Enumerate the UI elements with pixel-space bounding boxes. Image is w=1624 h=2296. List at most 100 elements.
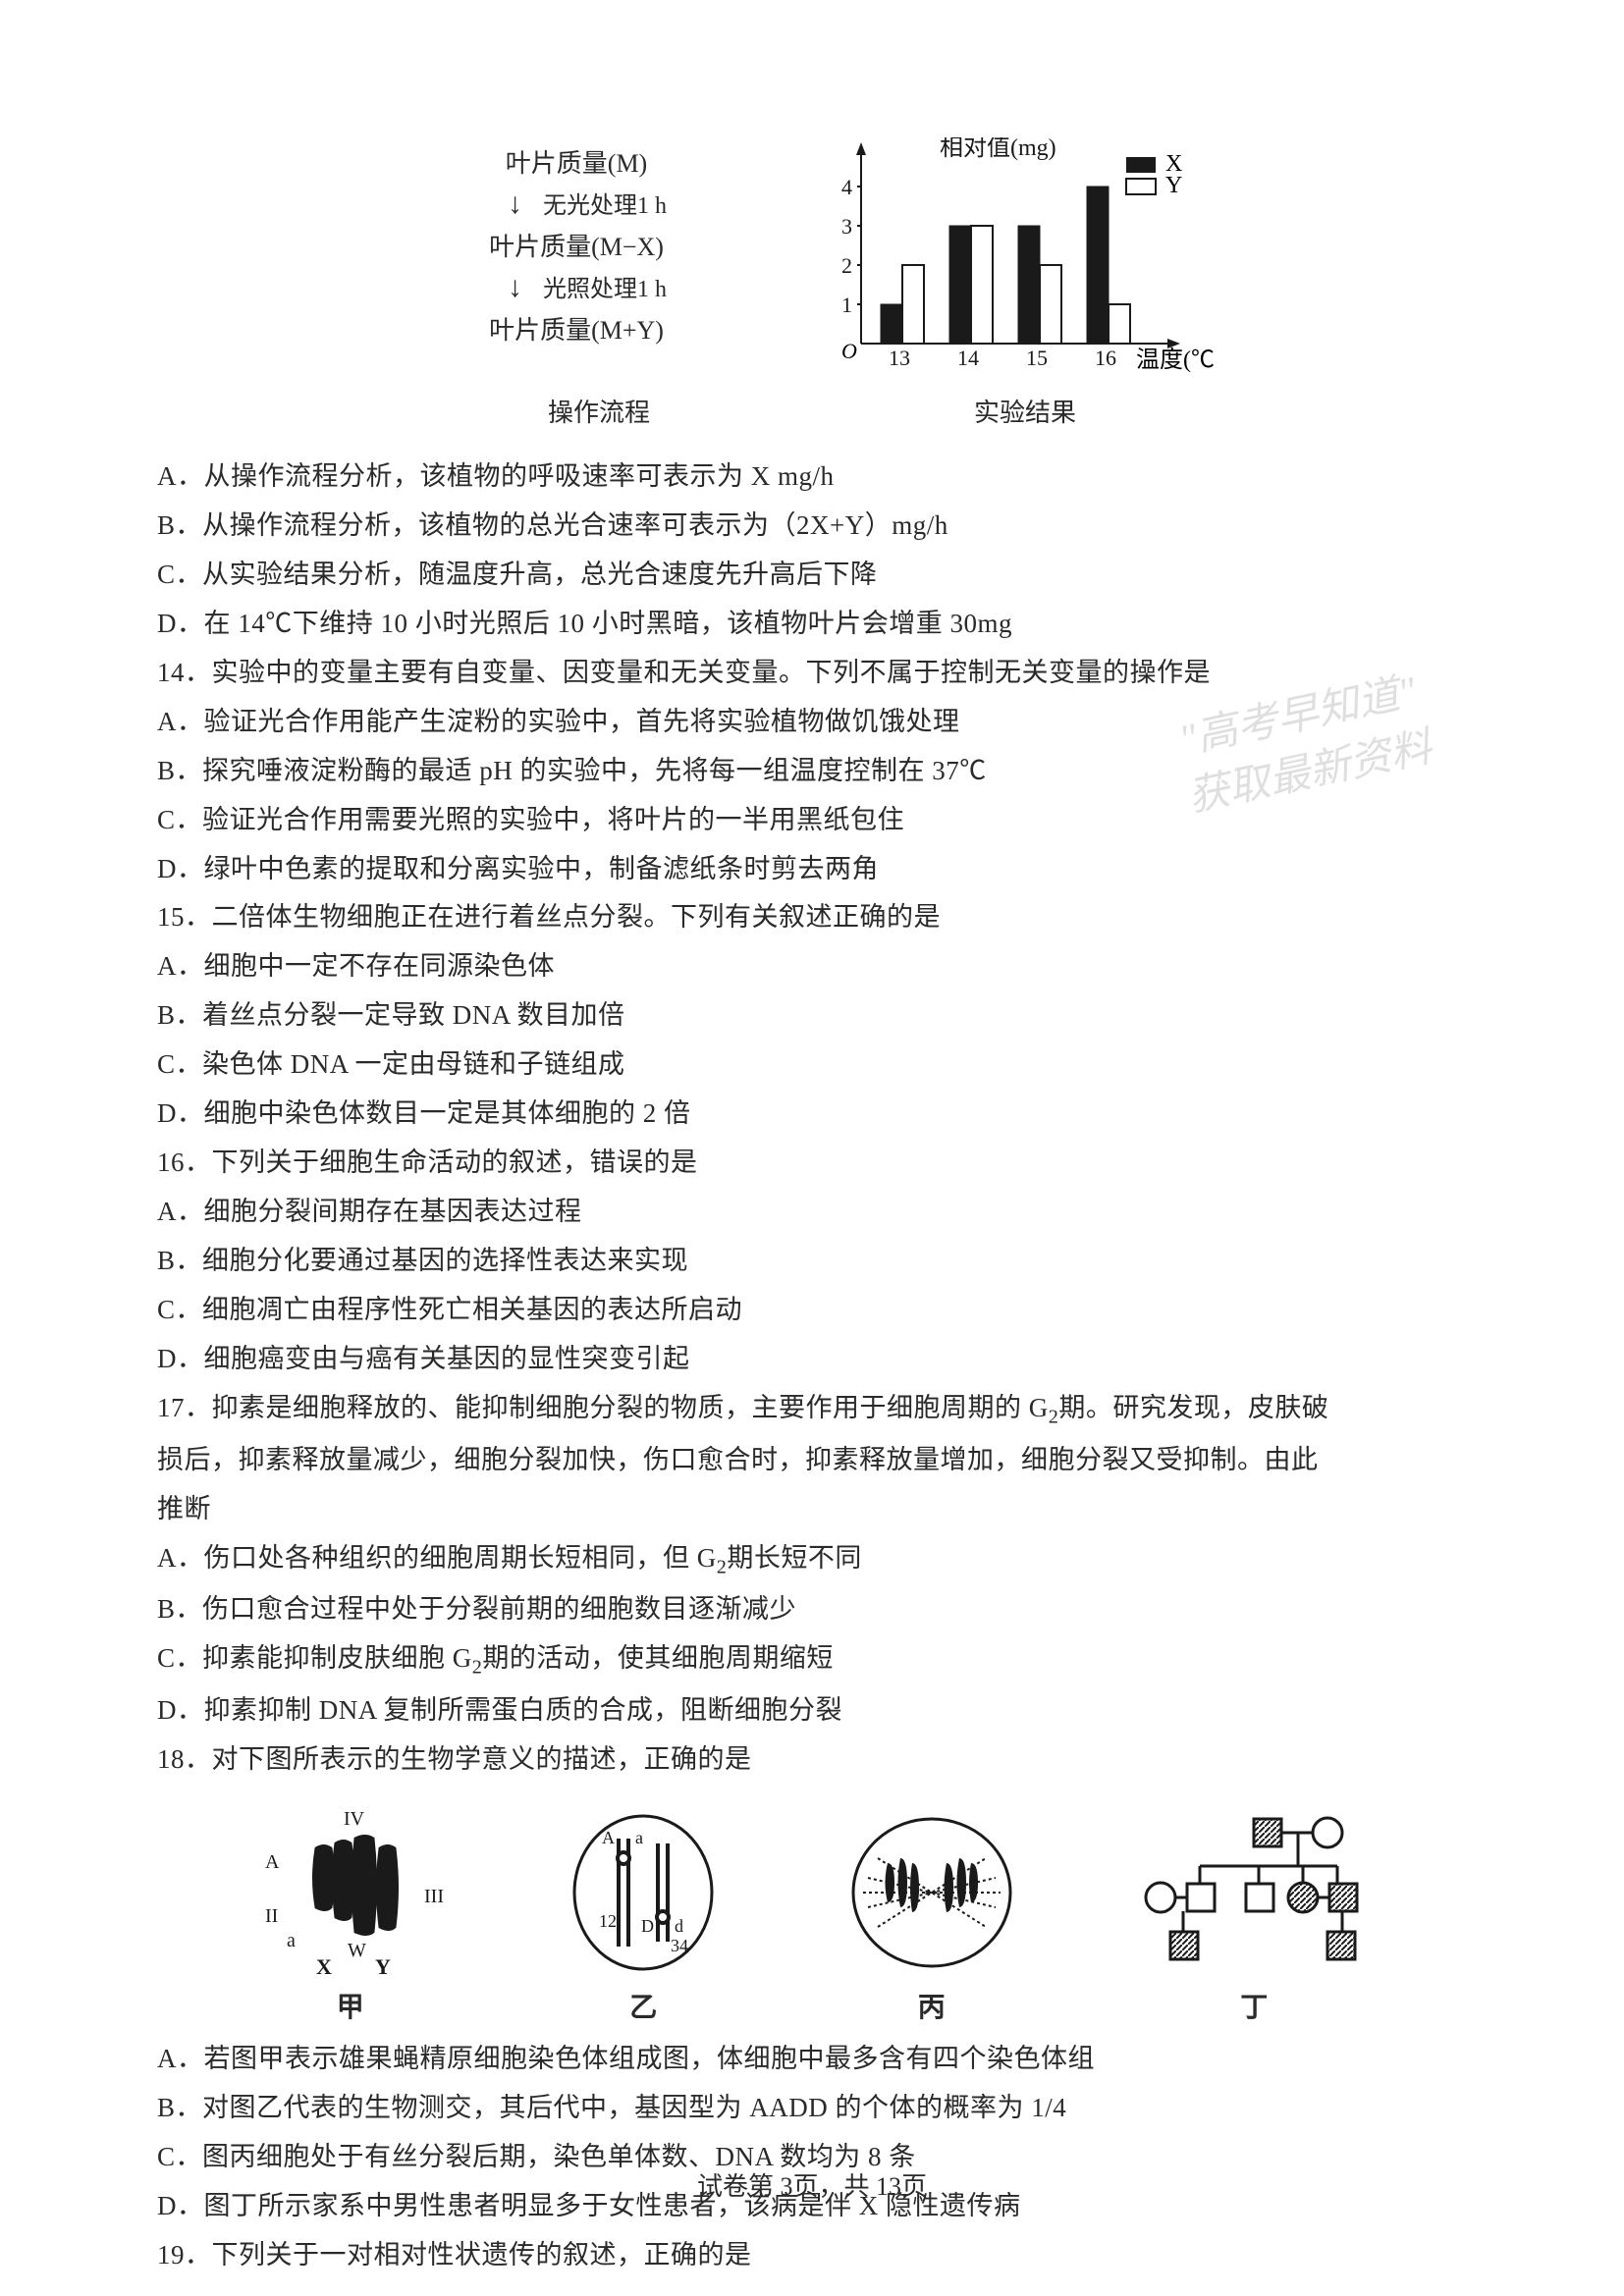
text-line: A．从操作流程分析，该植物的呼吸速率可表示为 X mg/h (157, 453, 1467, 502)
text-line: D．在 14℃下维持 10 小时光照后 10 小时黑暗，该植物叶片会增重 30m… (157, 600, 1467, 649)
text-line: D．细胞中染色体数目一定是其体细胞的 2 倍 (157, 1090, 1467, 1139)
bar-y-4 (1109, 304, 1130, 344)
q17-option-a: A．伤口处各种组织的细胞周期长短相同，但 G2期长短不同 (157, 1534, 1467, 1586)
down-arrow-icon: ↓ (508, 271, 537, 304)
xtick-3: 15 (1026, 346, 1048, 370)
svg-text:a: a (635, 1828, 643, 1847)
q17-stem-line2: 损后，抑素释放量减少，细胞分裂加快，伤口愈合时，抑素释放量增加，细胞分裂又受抑制… (157, 1436, 1467, 1485)
svg-text:a: a (287, 1930, 296, 1951)
q18-image-yi: A a 12 D d 34 乙 (565, 1809, 722, 2025)
text-line: C．从实验结果分析，随温度升高，总光合速度先升高后下降 (157, 551, 1467, 600)
q18-image-jia: IV A II III a W X Y 甲 (257, 1809, 444, 2025)
flow-row-1: 叶片质量(M) (409, 143, 743, 180)
origin-label: O (841, 339, 857, 363)
homologous-chromosome-icon: A a 12 D d 34 (565, 1809, 722, 1976)
text-line: D．绿叶中色素的提取和分离实验中，制备滤纸条时剪去两角 (157, 845, 1467, 894)
q18-option-a: A．若图甲表示雄果蝇精原细胞染色体组成图，体细胞中最多含有四个染色体组 (157, 2035, 1467, 2084)
subscript-2: 2 (472, 1657, 483, 1679)
ytick-1: 1 (841, 293, 852, 317)
text-line: 15．二倍体生物细胞正在进行着丝点分裂。下列有关叙述正确的是 (157, 893, 1467, 942)
text-line: 14．实验中的变量主要有自变量、因变量和无关变量。下列不属于控制无关变量的操作是 (157, 649, 1467, 698)
figure-captions-row: 操作流程 实验结果 (157, 393, 1467, 429)
text-line: 16．下列关于细胞生命活动的叙述，错误的是 (157, 1139, 1467, 1188)
svg-text:12: 12 (599, 1911, 617, 1931)
text-block-2: A．若图甲表示雄果蝇精原细胞染色体组成图，体细胞中最多含有四个染色体组 B．对图… (157, 2035, 1467, 2280)
bar-x-2 (949, 226, 971, 344)
flowchart-diagram: 叶片质量(M) ↓ 无光处理1 h 叶片质量(M−X) ↓ 光照处理1 h 叶片… (409, 137, 743, 373)
q18-image-bing: 丙 (843, 1809, 1020, 2025)
flow-arrow-2: ↓ 光照处理1 h (409, 269, 743, 304)
svg-text:D: D (641, 1916, 654, 1936)
svg-text:IV: IV (344, 1809, 365, 1830)
q17-a-pre: A．伤口处各种组织的细胞周期长短相同，但 G (157, 1543, 717, 1573)
legend-label-y: Y (1165, 173, 1182, 198)
svg-text:A: A (602, 1828, 615, 1847)
bar-chart-svg: 相对值(mg) 1 2 3 4 O (802, 137, 1215, 373)
q17-stem-line3: 推断 (157, 1485, 1467, 1534)
q18-label-jia: 甲 (337, 1986, 364, 2025)
q18-label-bing: 丙 (918, 1986, 946, 2025)
q17-stem-line1: 17．抑素是细胞释放的、能抑制细胞分裂的物质，主要作用于细胞周期的 G2期。研究… (157, 1384, 1467, 1436)
svg-text:A: A (265, 1851, 280, 1873)
svg-text:34: 34 (671, 1936, 688, 1955)
flow-arrow-1: ↓ 无光处理1 h (409, 186, 743, 221)
flow-row-2: 叶片质量(M−X) (409, 227, 743, 263)
bar-x-1 (881, 304, 902, 344)
ytick-4: 4 (841, 175, 852, 199)
subscript-2: 2 (1049, 1406, 1059, 1427)
xtick-4: 16 (1095, 346, 1116, 370)
q18-label-ding: 丁 (1240, 1986, 1268, 2025)
bar-x-3 (1018, 226, 1040, 344)
q17-option-d: D．抑素抑制 DNA 复制所需蛋白质的合成，阻断细胞分裂 (157, 1686, 1467, 1735)
text-line: B．着丝点分裂一定导致 DNA 数目加倍 (157, 991, 1467, 1041)
y-axis-label: 相对值(mg) (940, 137, 1056, 161)
bar-y-1 (902, 265, 924, 344)
svg-text:W: W (348, 1940, 366, 1961)
ytick-2: 2 (841, 253, 852, 278)
top-figures-row: 叶片质量(M) ↓ 无光处理1 h 叶片质量(M−X) ↓ 光照处理1 h 叶片… (157, 137, 1467, 373)
q17-option-c: C．抑素能抑制皮肤细胞 G2期的活动，使其细胞周期缩短 (157, 1634, 1467, 1686)
text-line: C．细胞凋亡由程序性死亡相关基因的表达所启动 (157, 1286, 1467, 1335)
bar-y-2 (971, 226, 993, 344)
q18-label-yi: 乙 (629, 1986, 657, 2025)
flow-step-2: 光照处理1 h (543, 277, 667, 302)
q18-images-row: IV A II III a W X Y 甲 (196, 1809, 1428, 2025)
xtick-2: 14 (957, 346, 979, 370)
down-arrow-icon: ↓ (508, 187, 537, 221)
text-line: B．探究唾液淀粉酶的最适 pH 的实验中，先将每一组温度控制在 37℃ (157, 747, 1467, 796)
q18-option-b: B．对图乙代表的生物测交，其后代中，基因型为 AADD 的个体的概率为 1/4 (157, 2084, 1467, 2133)
ytick-3: 3 (841, 214, 852, 239)
x-axis-label: 温度(℃) (1136, 347, 1215, 373)
text-line: A．验证光合作用能产生淀粉的实验中，首先将实验植物做饥饿处理 (157, 698, 1467, 747)
flow-step-1: 无光处理1 h (543, 193, 667, 219)
text-line: C．染色体 DNA 一定由母链和子链组成 (157, 1041, 1467, 1090)
text-line: C．验证光合作用需要光照的实验中，将叶片的一半用黑纸包住 (157, 796, 1467, 845)
svg-text:d: d (675, 1916, 683, 1936)
q17-stem1-pre: 17．抑素是细胞释放的、能抑制细胞分裂的物质，主要作用于细胞周期的 G (157, 1393, 1049, 1422)
text-line: B．细胞分化要通过基因的选择性表达来实现 (157, 1237, 1467, 1286)
svg-text:III: III (424, 1886, 444, 1907)
bar-y-3 (1040, 265, 1061, 344)
svg-text:Y: Y (375, 1954, 391, 1976)
text-line: B．从操作流程分析，该植物的总光合速率可表示为（2X+Y）mg/h (157, 502, 1467, 551)
svg-text:II: II (265, 1905, 278, 1927)
bar-chart: 相对值(mg) 1 2 3 4 O (802, 137, 1215, 373)
chart-caption: 实验结果 (974, 393, 1076, 429)
bar-x-4 (1087, 187, 1109, 344)
legend-box-y (1126, 179, 1156, 194)
mitosis-cell-icon (843, 1809, 1020, 1976)
flowchart-caption: 操作流程 (548, 393, 650, 429)
q18-stem: 18．对下图所表示的生物学意义的描述，正确的是 (157, 1735, 1467, 1785)
text-line: A．细胞中一定不存在同源染色体 (157, 942, 1467, 991)
q17-a-post: 期长短不同 (727, 1543, 862, 1573)
flow-row-3: 叶片质量(M+Y) (409, 310, 743, 347)
subscript-2: 2 (717, 1556, 728, 1577)
page-footer: 试卷第 3页，共 13页 (0, 2166, 1624, 2203)
text-line: A．细胞分裂间期存在基因表达过程 (157, 1188, 1467, 1237)
xtick-1: 13 (889, 346, 910, 370)
pedigree-diagram-icon (1141, 1809, 1367, 1976)
text-block: A．从操作流程分析，该植物的呼吸速率可表示为 X mg/h B．从操作流程分析，… (157, 453, 1467, 1785)
q17-c-pre: C．抑素能抑制皮肤细胞 G (157, 1643, 472, 1673)
q17-c-post: 期的活动，使其细胞周期缩短 (482, 1643, 834, 1673)
q17-option-b: B．伤口愈合过程中处于分裂前期的细胞数目逐渐减少 (157, 1585, 1467, 1634)
